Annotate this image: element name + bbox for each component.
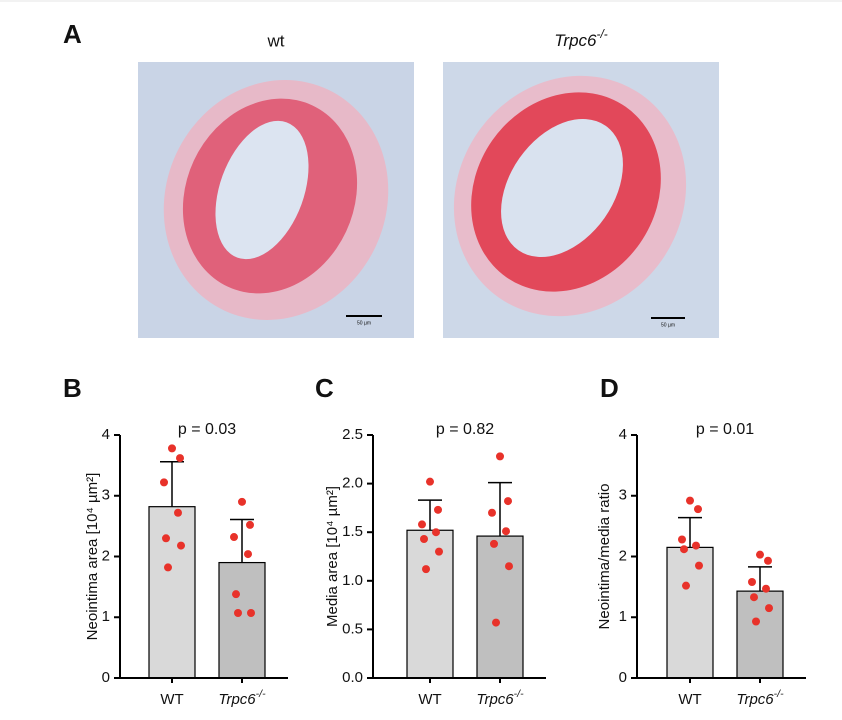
data-point	[695, 561, 703, 570]
data-point	[692, 541, 700, 550]
bar	[148, 506, 196, 679]
y-tick-label: 1	[619, 608, 627, 625]
bar	[218, 561, 266, 679]
histology-image	[138, 62, 414, 338]
error-bar	[678, 516, 702, 548]
x-tick-label: WT	[678, 691, 701, 708]
bar	[406, 529, 454, 679]
data-point	[177, 541, 185, 550]
data-point	[232, 590, 240, 599]
data-point	[420, 535, 428, 544]
data-point	[244, 550, 252, 559]
data-point	[234, 608, 242, 617]
data-point	[176, 454, 184, 463]
axis	[119, 435, 288, 679]
scale-bar-label: 50 µm	[661, 322, 675, 328]
y-tick-label: 2.0	[342, 475, 363, 492]
data-point	[490, 539, 498, 548]
axis	[372, 435, 546, 679]
panel-letter: C	[315, 373, 334, 403]
data-point	[168, 444, 176, 453]
y-tick-label: 3	[619, 487, 627, 504]
data-point	[748, 578, 756, 587]
x-tick-label: WT	[160, 691, 183, 708]
y-axis-title: Neointima area [10⁴ µm²]	[84, 473, 101, 641]
data-point	[160, 478, 168, 487]
data-point	[504, 497, 512, 506]
data-point	[686, 496, 694, 505]
data-point	[502, 527, 510, 536]
data-point	[432, 528, 440, 537]
data-point	[162, 534, 170, 543]
error-bar	[488, 481, 512, 537]
data-point	[238, 497, 246, 506]
data-point	[435, 547, 443, 556]
data-point	[426, 477, 434, 486]
image-title: Trpc6-/-	[554, 27, 607, 50]
data-point	[488, 508, 496, 517]
data-point	[418, 520, 426, 529]
y-tick-label: 0	[619, 669, 627, 686]
bar	[736, 590, 784, 679]
error-bar	[230, 518, 254, 563]
y-tick-label: 0	[102, 669, 110, 686]
y-tick-label: 1.5	[342, 523, 363, 540]
x-tick-label: Trpc6-/-	[218, 688, 266, 708]
data-point	[678, 535, 686, 544]
scale-bar-label: 50 µm	[357, 320, 371, 326]
annotation: p = 0.03	[178, 421, 236, 438]
data-point	[765, 604, 773, 613]
data-point	[496, 452, 504, 461]
data-point	[762, 584, 770, 593]
annotation: p = 0.82	[436, 421, 494, 438]
y-tick-label: 2	[102, 547, 110, 564]
data-point	[750, 593, 758, 602]
image-title: wt	[267, 31, 285, 50]
data-point	[164, 563, 172, 572]
y-tick-label: 4	[619, 426, 627, 443]
data-point	[246, 520, 254, 529]
y-tick-label: 1.0	[342, 572, 363, 589]
x-tick-label: Trpc6-/-	[476, 688, 524, 708]
data-point	[682, 581, 690, 590]
data-point	[505, 562, 513, 571]
y-axis-title: Media area [10⁴ µm²]	[324, 486, 341, 627]
panel-letter: B	[63, 373, 82, 403]
panel-letter: A	[63, 19, 82, 49]
x-tick-label: WT	[418, 691, 441, 708]
data-point	[247, 608, 255, 617]
bar	[476, 535, 524, 679]
y-tick-label: 2	[619, 547, 627, 564]
data-point	[680, 545, 688, 554]
y-axis-title: Neointima/media ratio	[596, 484, 613, 630]
panel-letter: D	[600, 373, 619, 403]
histology-image	[443, 62, 719, 338]
axis	[636, 435, 806, 679]
error-bar	[418, 499, 442, 531]
data-point	[764, 556, 772, 565]
annotation: p = 0.01	[696, 421, 754, 438]
data-point	[174, 508, 182, 517]
data-point	[422, 565, 430, 574]
data-point	[230, 533, 238, 542]
data-point	[756, 550, 764, 559]
data-point	[694, 505, 702, 514]
y-tick-label: 0.5	[342, 620, 363, 637]
y-tick-label: 3	[102, 487, 110, 504]
bar	[666, 546, 714, 679]
y-tick-label: 1	[102, 608, 110, 625]
data-point	[492, 618, 500, 627]
error-bar	[748, 566, 772, 592]
y-tick-label: 4	[102, 426, 110, 443]
data-point	[752, 617, 760, 626]
y-tick-label: 2.5	[342, 426, 363, 443]
x-tick-label: Trpc6-/-	[736, 688, 784, 708]
y-tick-label: 0.0	[342, 669, 363, 686]
data-point	[434, 505, 442, 514]
